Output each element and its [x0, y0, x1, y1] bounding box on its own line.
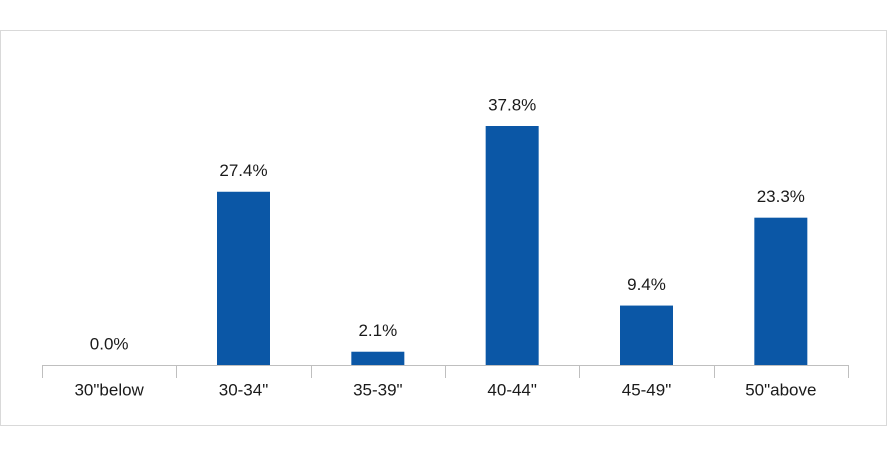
- value-label: 0.0%: [90, 334, 129, 353]
- x-tick-label: 30-34": [219, 380, 269, 399]
- value-label: 2.1%: [358, 321, 397, 340]
- value-label: 23.3%: [757, 187, 805, 206]
- x-tick-label: 50"above: [745, 380, 816, 399]
- bar: [620, 305, 673, 365]
- value-label: 9.4%: [627, 275, 666, 294]
- bar: [485, 126, 539, 365]
- value-label: 37.8%: [488, 95, 536, 114]
- bar: [217, 191, 270, 365]
- chart-frame: [0, 30, 887, 426]
- x-tick-label: 30"below: [74, 380, 144, 399]
- value-label: 27.4%: [219, 161, 267, 180]
- bar: [754, 217, 808, 365]
- x-tick-label: 35-39": [353, 380, 403, 399]
- x-tick-label: 40-44": [487, 380, 537, 399]
- x-tick-label: 45-49": [622, 380, 672, 399]
- bar: [351, 351, 405, 365]
